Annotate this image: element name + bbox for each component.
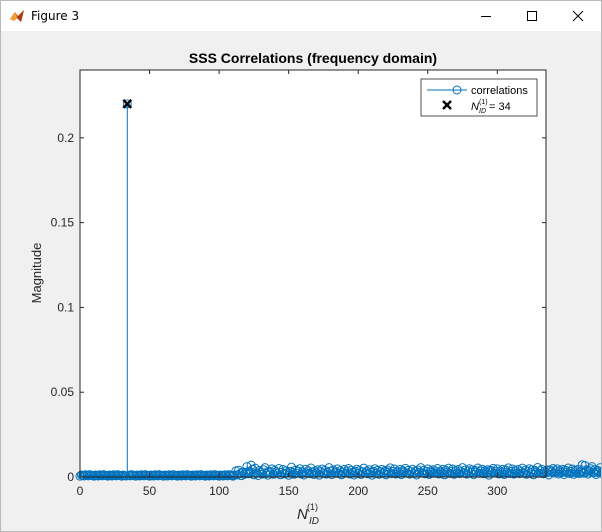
svg-text:= 34: = 34 — [489, 101, 511, 113]
legend-peak-label: N (1) ID = 34 — [471, 99, 511, 115]
axes-box — [79, 69, 547, 478]
y-ticks: 0 0.05 0.1 0.15 0.2 — [51, 131, 546, 484]
stem-marker — [599, 466, 601, 473]
stem-marker — [548, 464, 558, 474]
stem-marker — [595, 463, 601, 473]
stem-marker — [295, 464, 305, 474]
stem-marker — [565, 468, 575, 478]
y-axis-label: Magnitude — [29, 243, 44, 304]
chart-title: SSS Correlations (frequency domain) — [189, 50, 437, 66]
peak-stem-marker — [122, 99, 132, 109]
sss-correlation-plot: SSS Correlations (frequency domain) 0 50 1… — [29, 50, 601, 527]
maximize-icon — [527, 11, 537, 21]
stem-marker — [288, 467, 298, 477]
stem-marker — [401, 463, 411, 473]
svg-text:(1): (1) — [307, 502, 318, 512]
y-tick-label: 0 — [67, 470, 74, 484]
x-ticks: 0 50 100 150 200 250 300 — [77, 70, 508, 498]
title-bar[interactable]: Figure 3 — [1, 1, 601, 31]
x-tick-label: 150 — [279, 484, 299, 498]
y-tick-label: 0.05 — [51, 385, 75, 399]
maximize-button[interactable] — [509, 1, 555, 31]
x-tick-label: 50 — [143, 484, 157, 498]
minimize-icon — [481, 16, 491, 17]
stem-marker — [533, 463, 543, 473]
close-button[interactable] — [555, 1, 601, 31]
peak-x-marker — [122, 99, 133, 109]
x-tick-label: 100 — [209, 484, 229, 498]
y-tick-label: 0.2 — [57, 131, 74, 145]
stem-marker — [598, 466, 601, 475]
stem-marker — [535, 466, 545, 476]
y-tick-label: 0.15 — [51, 216, 75, 230]
legend-correlations-label: correlations — [471, 85, 528, 97]
y-tick-label: 0.1 — [57, 300, 74, 314]
stem-marker — [332, 464, 342, 474]
legend-peak-marker — [442, 100, 452, 110]
axes-background — [80, 70, 546, 477]
legend: correlations N (1) ID = 34 — [420, 78, 538, 117]
matlab-icon — [10, 10, 24, 22]
legend-box — [420, 78, 538, 117]
stem-marker — [420, 469, 430, 479]
x-tick-label: 300 — [487, 484, 507, 498]
stem-marker — [458, 463, 468, 473]
x-tick-label: 250 — [418, 484, 438, 498]
close-icon — [572, 10, 584, 22]
x-tick-label: 200 — [348, 484, 368, 498]
stem-marker — [387, 469, 397, 479]
stem-marker — [597, 468, 601, 478]
svg-text:N: N — [297, 506, 308, 523]
stem-marker — [517, 463, 527, 473]
figure-canvas: SSS Correlations (frequency domain) 0 50 1… — [1, 31, 601, 531]
svg-text:ID: ID — [479, 108, 486, 115]
svg-text:N: N — [471, 101, 479, 113]
legend-correlations-marker — [452, 85, 462, 95]
svg-text:(1): (1) — [479, 99, 488, 106]
minimize-button[interactable] — [463, 1, 509, 31]
svg-text:ID: ID — [309, 516, 319, 527]
markers-group — [122, 99, 133, 109]
window-title: Figure 3 — [31, 9, 80, 23]
x-axis-label: N (1) ID — [297, 502, 319, 527]
x-tick-label: 0 — [77, 484, 84, 498]
